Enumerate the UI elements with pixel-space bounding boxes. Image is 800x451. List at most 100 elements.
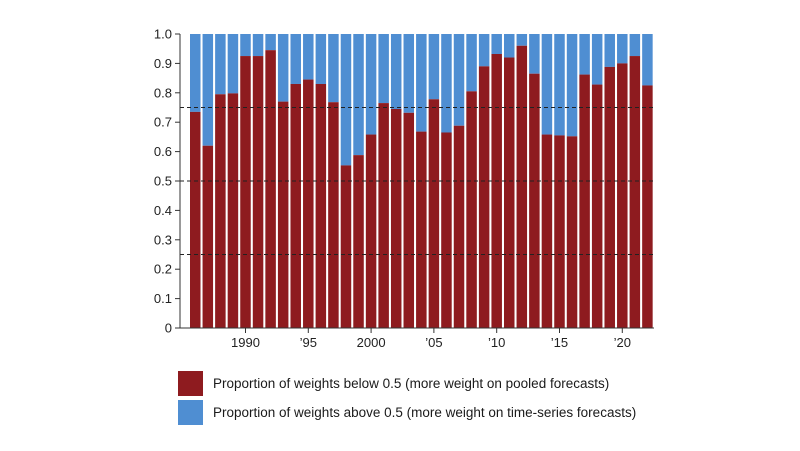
- x-tick-label: ’05: [425, 335, 442, 350]
- y-tick-label: 0.3: [154, 232, 172, 247]
- bar-below-2005: [428, 99, 440, 328]
- bar-below-2007: [453, 125, 465, 328]
- bar-above-2004: [416, 34, 427, 132]
- bar-below-2018: [591, 84, 603, 329]
- bar-above-1994: [290, 34, 301, 84]
- bar-above-2008: [466, 34, 477, 92]
- stacked-bar-chart: 0 0.1 0.2 0.3 0.4 0.5 0.6 0.7 0.8 0.9 1.0 1990 ’95 20…: [154, 27, 654, 350]
- bar-above-2017: [579, 34, 590, 75]
- bar-below-2017: [579, 74, 590, 329]
- bar-above-2009: [478, 34, 490, 67]
- bar-below-2001: [378, 103, 389, 328]
- bar-above-2006: [441, 34, 452, 133]
- bar-above-2015: [554, 34, 565, 136]
- x-tick-label: 2000: [357, 335, 386, 350]
- bar-above-2013: [529, 34, 540, 74]
- y-tick-label: 0.4: [154, 203, 172, 218]
- x-tick-label: ’10: [488, 335, 505, 350]
- bar-above-2016: [566, 34, 578, 137]
- legend-item-above: Proportion of weights above 0.5 (more we…: [178, 400, 636, 425]
- bar-below-1995: [303, 79, 314, 328]
- bar-below-1997: [328, 102, 339, 328]
- bar-above-2019: [604, 34, 615, 67]
- bar-above-2005: [428, 34, 440, 100]
- bar-above-2011: [504, 34, 515, 58]
- bar-below-2014: [541, 134, 553, 328]
- y-tick-label: 1.0: [154, 27, 172, 42]
- legend-swatch-above: [178, 400, 203, 425]
- bars-group: [190, 34, 653, 329]
- bar-below-1996: [315, 83, 327, 328]
- bar-above-2002: [390, 34, 402, 109]
- bar-above-1990: [240, 34, 251, 57]
- bar-below-2012: [516, 45, 528, 328]
- bar-below-2011: [504, 57, 515, 329]
- legend-label-below: Proportion of weights below 0.5 (more we…: [213, 376, 610, 391]
- bar-below-2020: [617, 63, 628, 329]
- bar-below-2013: [529, 73, 540, 328]
- bar-below-2003: [403, 112, 415, 329]
- bar-above-2001: [378, 34, 389, 104]
- reference-lines-group: [180, 106, 654, 256]
- axes-group: 0 0.1 0.2 0.3 0.4 0.5 0.6 0.7 0.8 0.9 1.0 1990 ’95 20…: [154, 27, 654, 350]
- bar-above-2020: [617, 34, 628, 64]
- bar-below-1998: [340, 165, 352, 328]
- x-tick-label: ’95: [300, 335, 317, 350]
- bar-above-1986: [190, 34, 201, 112]
- x-tick-label: ’15: [551, 335, 568, 350]
- y-tick-label: 0.6: [154, 144, 172, 159]
- bar-below-2022: [642, 85, 653, 328]
- bar-above-1987: [202, 34, 214, 146]
- bar-below-1994: [290, 83, 301, 328]
- bar-above-1999: [353, 34, 364, 156]
- bar-above-2007: [453, 34, 465, 126]
- bar-below-1988: [215, 94, 226, 329]
- bar-below-1987: [202, 145, 214, 328]
- bar-below-2015: [554, 135, 565, 328]
- bar-above-2000: [365, 34, 377, 135]
- bar-above-1991: [252, 34, 264, 57]
- bar-above-1993: [277, 34, 289, 102]
- bar-above-2021: [629, 34, 641, 57]
- bar-below-1986: [190, 111, 201, 328]
- bar-below-2009: [478, 66, 490, 328]
- x-tick-label: ’20: [614, 335, 631, 350]
- bar-below-1990: [240, 56, 251, 329]
- bar-below-2008: [466, 91, 477, 328]
- x-tick-label: 1990: [231, 335, 260, 350]
- legend-swatch-below: [178, 371, 203, 396]
- bar-above-1998: [340, 34, 352, 166]
- bar-above-1996: [315, 34, 327, 84]
- y-tick-label: 0.2: [154, 262, 172, 277]
- bar-above-1989: [227, 34, 239, 94]
- y-tick-label: 0.9: [154, 56, 172, 71]
- bar-below-1989: [227, 93, 239, 328]
- bar-below-1991: [252, 56, 264, 329]
- y-tick-label: 0.8: [154, 85, 172, 100]
- bar-below-1992: [265, 50, 276, 329]
- bar-above-1995: [303, 34, 314, 80]
- bar-below-2016: [566, 136, 578, 328]
- bar-above-2012: [516, 34, 528, 46]
- bar-above-1997: [328, 34, 339, 103]
- bar-above-2003: [403, 34, 415, 113]
- y-tick-label: 0.1: [154, 291, 172, 306]
- y-tick-label: 0.5: [154, 174, 172, 189]
- bar-above-2014: [541, 34, 553, 135]
- y-tick-label: 0.7: [154, 115, 172, 130]
- bar-below-2000: [365, 134, 377, 328]
- bar-below-2010: [491, 53, 502, 328]
- bar-below-2002: [390, 108, 402, 328]
- bar-below-1999: [353, 155, 364, 328]
- legend-label-above: Proportion of weights above 0.5 (more we…: [213, 405, 637, 420]
- bar-below-2006: [441, 132, 452, 328]
- y-tick-label: 0: [165, 321, 172, 336]
- bar-below-2004: [416, 131, 427, 328]
- bar-above-1992: [265, 34, 276, 51]
- bar-above-2018: [591, 34, 603, 85]
- bar-above-1988: [215, 34, 226, 95]
- bar-above-2022: [642, 34, 653, 86]
- bar-below-1993: [277, 101, 289, 329]
- legend: Proportion of weights below 0.5 (more we…: [178, 371, 636, 429]
- bar-below-2019: [604, 66, 615, 328]
